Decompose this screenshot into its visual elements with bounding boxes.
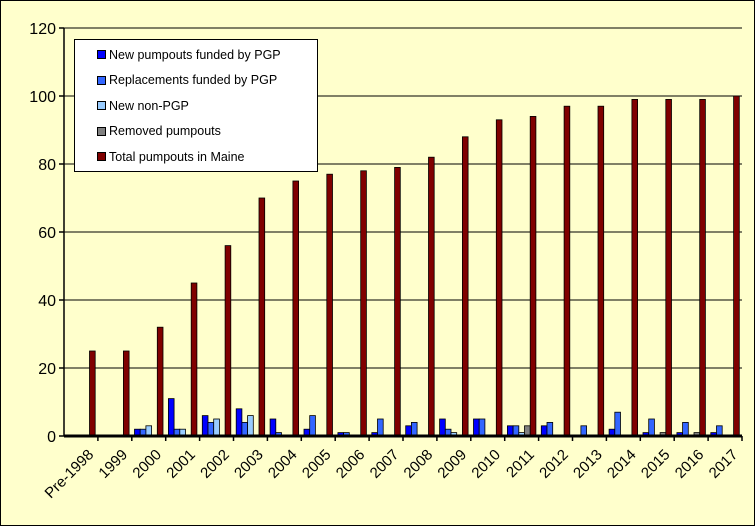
x-tick-label: 2015: [638, 446, 674, 482]
y-tick-label: 40: [38, 293, 56, 310]
bar: [190, 282, 198, 437]
x-tick-label: 2010: [468, 446, 504, 482]
legend-label: New pumpouts funded by PGP: [109, 47, 281, 62]
bar: [699, 99, 706, 437]
legend-swatch: [97, 75, 106, 85]
bar: [247, 415, 254, 437]
bar: [580, 425, 588, 437]
bar: [241, 421, 248, 437]
legend-swatch: [97, 50, 106, 60]
x-tick-label: 2006: [333, 446, 369, 482]
bar: [377, 418, 384, 437]
x-tick-label: 2003: [231, 446, 267, 482]
bar: [167, 398, 175, 437]
bar: [89, 350, 96, 437]
x-tick-label: 1999: [95, 446, 131, 482]
bar: [213, 418, 220, 437]
x-tick-label: 2012: [536, 446, 572, 482]
y-tick-label: 60: [38, 225, 56, 242]
y-tick-label: 100: [29, 89, 56, 106]
bar: [597, 105, 605, 437]
bar: [326, 173, 333, 437]
bar: [410, 421, 418, 437]
bar: [648, 418, 655, 437]
legend-label: Replacements funded by PGP: [109, 73, 278, 88]
x-tick-label: 2009: [434, 446, 470, 482]
bar: [529, 116, 537, 437]
bar: [461, 136, 469, 437]
x-tick-label: 2005: [299, 446, 335, 482]
bar: [207, 421, 215, 437]
x-tick-label: 2013: [570, 446, 606, 482]
bar: [546, 421, 554, 437]
bar: [224, 245, 232, 437]
y-tick-label: 80: [38, 157, 56, 174]
bar: [716, 425, 723, 437]
legend: New pumpouts funded by PGP Replacements …: [74, 39, 318, 172]
bar: [506, 425, 514, 437]
bar: [201, 415, 209, 437]
bar: [478, 418, 486, 437]
bar: [439, 418, 446, 437]
legend-label: Removed pumpouts: [109, 124, 221, 139]
legend-label: New non-PGP: [109, 98, 189, 113]
bar: [682, 421, 689, 437]
x-tick-label: 2008: [401, 446, 437, 482]
bar: [235, 408, 243, 437]
bar: [614, 411, 621, 437]
legend-item: New pumpouts funded by PGP: [97, 42, 317, 68]
y-tick-label: 20: [38, 361, 56, 378]
bar: [733, 95, 740, 437]
bar: [292, 180, 299, 437]
y-tick-label: 120: [29, 21, 56, 38]
bar: [563, 105, 571, 437]
bar: [258, 197, 266, 437]
legend-swatch: [97, 152, 106, 162]
x-tick-label: Pre-1998: [42, 446, 98, 502]
x-tick-label: 2011: [503, 446, 538, 481]
legend-swatch: [97, 126, 106, 136]
x-tick-label: 2016: [672, 446, 708, 482]
bar: [360, 170, 367, 437]
bar: [428, 156, 435, 437]
bar: [473, 418, 480, 437]
legend-item: New non-PGP: [97, 93, 317, 119]
x-tick-label: 2007: [367, 446, 403, 482]
legend-label: Total pumpouts in Maine: [109, 149, 245, 164]
bar: [540, 425, 548, 437]
bar: [495, 119, 503, 437]
bar: [405, 425, 412, 437]
x-tick-label: 2000: [129, 446, 165, 482]
bar: [394, 166, 401, 437]
x-tick-label: 2001: [163, 446, 199, 482]
bar: [145, 425, 152, 437]
bar: [665, 99, 672, 437]
bar: [512, 425, 520, 437]
legend-swatch: [97, 101, 106, 111]
bar: [156, 326, 164, 437]
legend-item: Removed pumpouts: [97, 119, 317, 145]
x-tick-label: 2014: [604, 446, 640, 482]
legend-item: Replacements funded by PGP: [97, 68, 317, 94]
bar: [123, 350, 130, 437]
bar: [309, 415, 316, 437]
bar: [269, 418, 277, 437]
x-tick-label: 2002: [197, 446, 233, 482]
bar: [631, 99, 639, 437]
y-tick-label: 0: [47, 429, 56, 446]
legend-item: Total pumpouts in Maine: [97, 144, 317, 170]
bar: [524, 425, 531, 437]
x-tick-label: 2017: [706, 446, 742, 482]
x-tick-label: 2004: [265, 446, 301, 482]
